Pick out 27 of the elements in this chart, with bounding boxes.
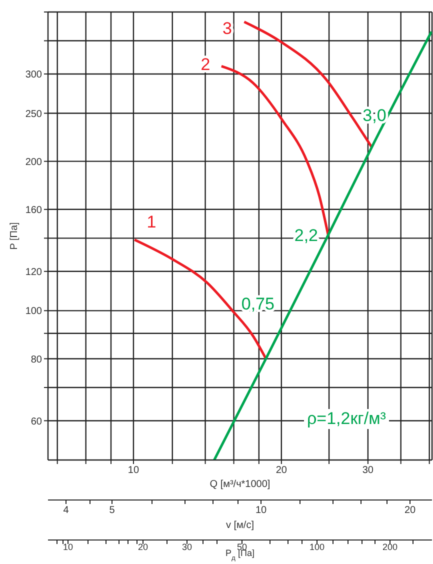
text: 30: [182, 542, 192, 552]
y-tick-label: 60: [30, 416, 42, 428]
text: 20: [404, 505, 416, 516]
text: 100: [309, 542, 325, 552]
text: 10: [255, 505, 267, 516]
x-axis-title: Q [м³/ч*1000]: [210, 479, 270, 490]
text: 20: [138, 542, 148, 552]
x-tick-label: 10: [128, 465, 140, 476]
text: v [м/с]: [226, 520, 254, 531]
series-label: 3: [222, 18, 232, 38]
y-tick-label: 120: [25, 266, 42, 278]
annotation: ρ=1,2кг/м³: [304, 409, 389, 429]
y-tick-label: 200: [25, 156, 42, 168]
text: 10: [62, 542, 74, 552]
series-label: 1: [146, 212, 156, 232]
x-tick-label: 20: [276, 465, 288, 476]
y-tick-label: 250: [25, 108, 42, 120]
y-tick-label: 300: [25, 70, 42, 81]
y-tick-label: 160: [25, 204, 42, 216]
y-tick-label: 100: [25, 306, 42, 318]
text: 200: [382, 542, 398, 552]
text: 50: [236, 542, 248, 552]
text: 5: [109, 505, 116, 516]
text: 4: [63, 505, 70, 516]
y-tick-label: 80: [30, 354, 42, 366]
y-axis-title: P [Па]: [9, 222, 20, 250]
x-tick-label: 30: [362, 465, 374, 476]
